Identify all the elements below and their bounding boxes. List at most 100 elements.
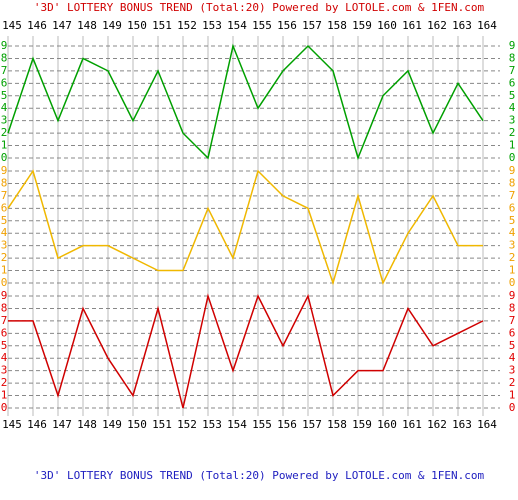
y-tick-label: 5 [509,89,516,102]
x-tick-label: 145 [2,418,22,431]
x-tick-label: 147 [52,418,72,431]
x-tick-label: 153 [202,418,222,431]
x-tick-label: 160 [377,19,397,32]
x-tick-label: 163 [452,19,472,32]
y-tick-label: 2 [1,251,8,264]
y-tick-label: 6 [1,76,8,89]
y-tick-label: 7 [1,189,8,202]
y-tick-label: 0 [1,151,8,164]
x-tick-label: 161 [402,418,422,431]
x-tick-label: 158 [327,19,347,32]
y-tick-label: 0 [509,151,516,164]
x-tick-label: 150 [127,418,147,431]
x-tick-label: 152 [177,418,197,431]
y-tick-label: 9 [1,289,8,302]
y-tick-label: 1 [509,139,516,152]
y-tick-label: 6 [1,201,8,214]
x-tick-label: 148 [77,19,97,32]
y-tick-label: 0 [1,401,8,414]
x-tick-label: 149 [102,19,122,32]
y-tick-label: 7 [1,314,8,327]
y-tick-label: 0 [509,401,516,414]
y-tick-label: 8 [1,51,8,64]
y-tick-label: 9 [509,289,516,302]
y-tick-label: 8 [509,301,516,314]
y-tick-label: 4 [509,101,516,114]
y-tick-label: 3 [509,239,516,252]
y-tick-label: 7 [509,64,516,77]
y-tick-label: 2 [1,376,8,389]
y-tick-label: 8 [1,301,8,314]
x-tick-label: 150 [127,19,147,32]
y-tick-label: 9 [509,164,516,177]
y-tick-label: 6 [1,326,8,339]
y-tick-label: 1 [1,139,8,152]
y-tick-label: 4 [1,101,8,114]
x-tick-label: 154 [227,418,247,431]
y-tick-label: 2 [1,126,8,139]
y-tick-label: 3 [1,239,8,252]
x-tick-label: 163 [452,418,472,431]
y-tick-label: 5 [509,214,516,227]
y-tick-label: 2 [509,126,516,139]
y-tick-label: 5 [1,339,8,352]
y-tick-label: 4 [509,351,516,364]
x-tick-label: 148 [77,418,97,431]
y-tick-label: 3 [509,114,516,127]
x-tick-label: 158 [327,418,347,431]
y-tick-label: 1 [1,389,8,402]
y-tick-label: 0 [1,276,8,289]
x-tick-label: 162 [427,418,447,431]
y-tick-label: 2 [509,376,516,389]
y-tick-label: 9 [509,39,516,52]
y-tick-label: 8 [1,176,8,189]
chart-footer: '3D' LOTTERY BONUS TREND (Total:20) Powe… [34,469,485,482]
x-tick-label: 156 [277,19,297,32]
y-tick-label: 6 [509,201,516,214]
x-tick-label: 157 [302,418,322,431]
x-tick-label: 146 [27,19,47,32]
x-tick-label: 155 [252,418,272,431]
y-tick-label: 8 [509,51,516,64]
x-tick-label: 159 [352,19,372,32]
trend-line [8,293,484,409]
y-tick-label: 3 [1,114,8,127]
chart-title: '3D' LOTTERY BONUS TREND (Total:20) Powe… [34,1,485,14]
y-tick-label: 3 [509,364,516,377]
y-tick-label: 0 [509,276,516,289]
y-tick-label: 1 [509,389,516,402]
y-tick-label: 1 [509,264,516,277]
y-tick-label: 5 [1,89,8,102]
y-tick-label: 2 [509,251,516,264]
x-tick-label: 164 [477,19,497,32]
x-tick-label: 152 [177,19,197,32]
y-tick-label: 8 [509,176,516,189]
x-tick-label: 154 [227,19,247,32]
y-tick-label: 6 [509,326,516,339]
y-tick-label: 4 [1,351,8,364]
x-tick-label: 160 [377,418,397,431]
y-tick-label: 5 [509,339,516,352]
x-tick-label: 162 [427,19,447,32]
x-tick-label: 151 [152,19,172,32]
x-tick-label: 153 [202,19,222,32]
y-tick-label: 3 [1,364,8,377]
x-tick-label: 145 [2,19,22,32]
y-tick-label: 6 [509,76,516,89]
y-tick-label: 7 [509,314,516,327]
x-tick-label: 159 [352,418,372,431]
x-tick-label: 155 [252,19,272,32]
x-tick-label: 161 [402,19,422,32]
y-tick-label: 7 [1,64,8,77]
y-tick-label: 5 [1,214,8,227]
trend-line [7,169,483,286]
x-tick-label: 147 [52,19,72,32]
y-tick-label: 9 [1,39,8,52]
y-tick-label: 4 [509,226,516,239]
x-tick-label: 164 [477,418,497,431]
y-tick-label: 7 [509,189,516,202]
x-tick-label: 149 [102,418,122,431]
trend-line [7,43,484,161]
y-tick-label: 9 [1,164,8,177]
